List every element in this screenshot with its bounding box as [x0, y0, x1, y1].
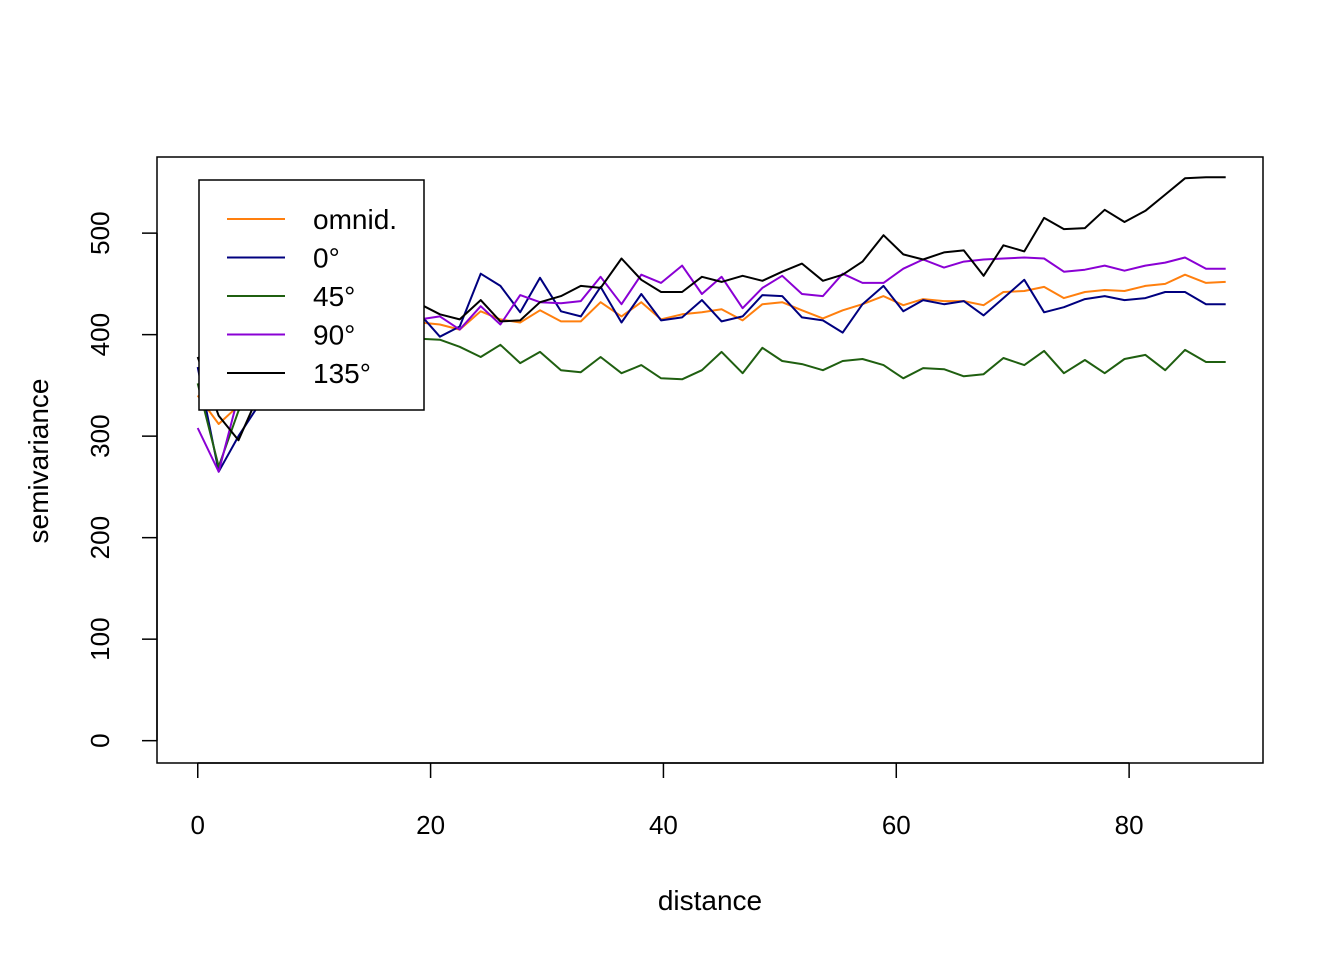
y-tick-label: 100 [85, 617, 115, 660]
y-tick-label: 200 [85, 516, 115, 559]
y-axis: 0 100 200 300 400 500 [85, 211, 158, 748]
legend-item: omnid. [227, 204, 397, 235]
x-tick-label: 40 [649, 810, 678, 840]
legend-label: omnid. [313, 204, 397, 235]
legend-item: 135° [227, 358, 371, 389]
x-tick-label: 80 [1115, 810, 1144, 840]
legend-item: 90° [227, 320, 355, 351]
legend-item: 45° [227, 281, 355, 312]
x-axis-label: distance [658, 885, 762, 916]
x-tick-label: 20 [416, 810, 445, 840]
legend-label: 45° [313, 281, 355, 312]
legend-label: 0° [313, 243, 340, 274]
y-tick-label: 500 [85, 211, 115, 254]
y-tick-label: 0 [85, 733, 115, 747]
legend-label: 90° [313, 320, 355, 351]
legend-item: 0° [227, 243, 340, 274]
x-tick-label: 0 [191, 810, 205, 840]
y-tick-label: 400 [85, 313, 115, 356]
y-tick-label: 300 [85, 414, 115, 457]
x-axis: 0 20 40 60 80 [191, 762, 1144, 840]
legend-label: 135° [313, 358, 371, 389]
x-tick-label: 60 [882, 810, 911, 840]
legend: omnid. 0° 45° 90° 135° [198, 179, 425, 411]
y-axis-label: semivariance [23, 379, 54, 544]
